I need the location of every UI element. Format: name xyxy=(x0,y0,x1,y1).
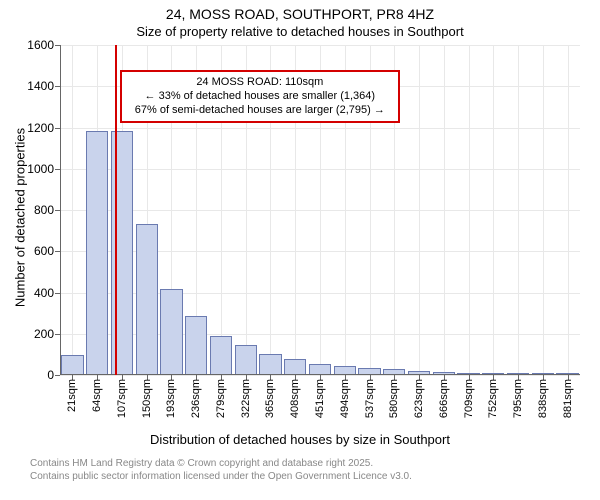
x-axis-label: Distribution of detached houses by size … xyxy=(0,432,600,447)
xtick-label: 64sqm xyxy=(91,379,103,412)
histogram-bar xyxy=(136,224,158,375)
gridline-v xyxy=(444,45,445,375)
annotation-line1: 24 MOSS ROAD: 110sqm xyxy=(128,75,392,89)
ytick-label: 0 xyxy=(47,368,54,382)
xtick-label: 838sqm xyxy=(537,379,549,418)
xtick-label: 451sqm xyxy=(314,379,326,418)
xtick-label: 150sqm xyxy=(141,379,153,418)
ytick-label: 1200 xyxy=(27,121,54,135)
ytick-label: 400 xyxy=(34,286,54,300)
gridline-v xyxy=(72,45,73,375)
histogram-bar xyxy=(160,289,182,375)
ytick-mark xyxy=(55,375,60,376)
xtick-label: 408sqm xyxy=(289,379,301,418)
x-axis-line xyxy=(60,374,580,375)
xtick-label: 236sqm xyxy=(190,379,202,418)
ytick-label: 600 xyxy=(34,244,54,258)
footnote-line1: Contains HM Land Registry data © Crown c… xyxy=(30,458,373,469)
annotation-line3: 67% of semi-detached houses are larger (… xyxy=(128,103,392,117)
annotation-box: 24 MOSS ROAD: 110sqm← 33% of detached ho… xyxy=(120,70,400,123)
histogram-bar xyxy=(284,359,306,376)
chart-title-line1: 24, MOSS ROAD, SOUTHPORT, PR8 4HZ xyxy=(0,6,600,22)
xtick-label: 623sqm xyxy=(413,379,425,418)
xtick-label: 709sqm xyxy=(463,379,475,418)
y-axis-line xyxy=(60,45,61,375)
gridline-v xyxy=(493,45,494,375)
property-marker-line xyxy=(115,45,117,375)
ytick-label: 800 xyxy=(34,203,54,217)
xtick-label: 795sqm xyxy=(512,379,524,418)
histogram-bar xyxy=(259,354,281,375)
chart-title-line2: Size of property relative to detached ho… xyxy=(0,24,600,39)
xtick-label: 580sqm xyxy=(388,379,400,418)
gridline-v xyxy=(568,45,569,375)
xtick-label: 494sqm xyxy=(339,379,351,418)
ytick-label: 1400 xyxy=(27,79,54,93)
histogram-bar xyxy=(61,355,83,375)
xtick-label: 666sqm xyxy=(438,379,450,418)
gridline-v xyxy=(543,45,544,375)
xtick-label: 881sqm xyxy=(562,379,574,418)
histogram-bar xyxy=(185,316,207,375)
xtick-label: 107sqm xyxy=(116,379,128,418)
xtick-label: 537sqm xyxy=(364,379,376,418)
footnote-line2: Contains public sector information licen… xyxy=(30,471,412,482)
gridline-v xyxy=(419,45,420,375)
gridline-v xyxy=(518,45,519,375)
xtick-label: 752sqm xyxy=(487,379,499,418)
xtick-label: 279sqm xyxy=(215,379,227,418)
xtick-label: 322sqm xyxy=(240,379,252,418)
gridline-v xyxy=(469,45,470,375)
histogram-bar xyxy=(86,131,108,375)
y-axis-label: Number of detached properties xyxy=(13,118,28,318)
chart-container: 24, MOSS ROAD, SOUTHPORT, PR8 4HZ Size o… xyxy=(0,0,600,500)
histogram-bar xyxy=(235,345,257,375)
ytick-label: 1000 xyxy=(27,162,54,176)
ytick-label: 200 xyxy=(34,327,54,341)
xtick-label: 21sqm xyxy=(66,379,78,412)
xtick-label: 193sqm xyxy=(165,379,177,418)
histogram-bar xyxy=(210,336,232,375)
xtick-label: 365sqm xyxy=(264,379,276,418)
ytick-label: 1600 xyxy=(27,38,54,52)
plot-area: 0200400600800100012001400160021sqm64sqm1… xyxy=(60,45,580,375)
annotation-line2: ← 33% of detached houses are smaller (1,… xyxy=(128,89,392,103)
